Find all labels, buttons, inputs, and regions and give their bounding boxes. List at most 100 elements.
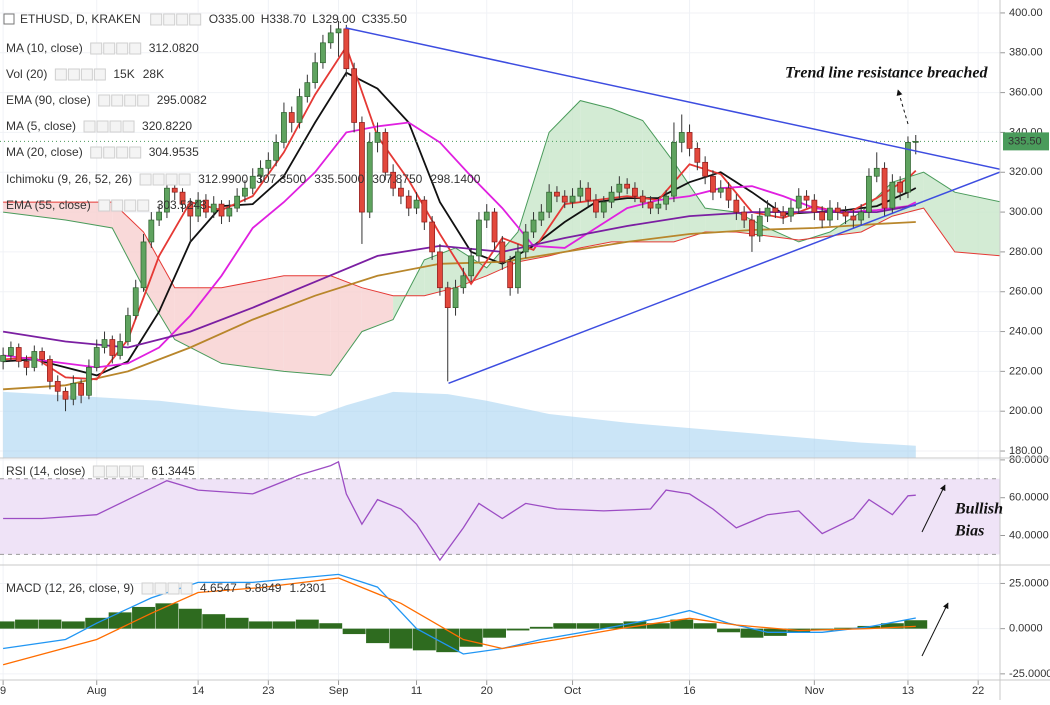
- candle-body: [444, 287, 451, 309]
- y-tick-label: 280.00: [1009, 246, 1043, 258]
- macd-histogram-bar: [880, 623, 904, 629]
- legend-name: Vol (20): [6, 67, 47, 81]
- legend-icon: [109, 120, 122, 133]
- macd-pane: [0, 573, 928, 666]
- candle-body: [351, 68, 358, 123]
- cloud-segment: [580, 100, 612, 248]
- candle-body: [327, 32, 334, 44]
- candle-body: [593, 199, 599, 213]
- legend-name: Ichimoku (9, 26, 52, 26): [6, 172, 132, 186]
- legend-icon: [80, 68, 93, 81]
- candle-body: [242, 187, 248, 197]
- cloud-segment: [174, 287, 222, 364]
- macd-histogram-bar: [249, 621, 272, 629]
- legend-icon: [93, 68, 106, 81]
- candle-body: [359, 122, 365, 213]
- candle-body: [8, 347, 14, 356]
- cloud-segment: [954, 192, 1000, 256]
- candle-body: [203, 199, 209, 213]
- axes: 180.00 200.00 220.00 240.00 260.00 280.00 300.…: [0, 7, 1050, 697]
- macd-histogram-bar: [436, 628, 460, 653]
- candle-body: [70, 382, 77, 400]
- candle-body: [710, 175, 716, 193]
- chart-title: ETHUSD, D, KRAKEN: [20, 12, 141, 26]
- y-tick-label: 220.00: [1009, 365, 1043, 377]
- candle-body: [62, 390, 69, 400]
- candle-body: [23, 361, 30, 368]
- legend-icon: [90, 42, 103, 55]
- candle-body: [78, 382, 85, 396]
- ohlc-readout: H338.70: [261, 12, 307, 26]
- candle-body: [109, 339, 116, 356]
- legend-name: EMA (90, close): [6, 93, 91, 107]
- candle-body: [171, 187, 178, 193]
- candle-body: [117, 341, 124, 356]
- legend-icon: [122, 120, 135, 133]
- candle-body: [694, 148, 701, 163]
- macd-histogram-bar: [600, 623, 623, 629]
- legend-value: 295.0082: [157, 93, 207, 107]
- candle-body: [569, 195, 576, 203]
- candle-body: [273, 142, 280, 161]
- candle-body: [140, 241, 147, 289]
- legend-icon: [137, 199, 150, 212]
- x-tick-label: 23: [262, 685, 274, 697]
- candle-body: [452, 287, 459, 309]
- legend-icon: [189, 13, 202, 26]
- legend-value: 61.3445: [151, 464, 195, 478]
- candle-body: [585, 187, 592, 201]
- candle-body: [624, 183, 631, 189]
- legend-icon: [98, 94, 111, 107]
- cloud-segment: [330, 275, 362, 376]
- candle-body: [429, 221, 436, 253]
- candle-body: [663, 195, 670, 205]
- candle-body: [811, 199, 818, 213]
- y-tick-label: 200.00: [1009, 405, 1043, 417]
- macd-histogram-bar: [61, 621, 85, 629]
- candle-body: [460, 275, 467, 289]
- legend-icon: [116, 42, 129, 55]
- legend-icon: [131, 465, 144, 478]
- candle-body: [554, 191, 560, 197]
- candle-body: [608, 191, 615, 203]
- legend-value: 312.9900: [198, 172, 248, 186]
- legend-icon: [139, 173, 152, 186]
- legend-icon: [54, 68, 67, 81]
- collapse-icon: [3, 13, 15, 25]
- candle-body: [905, 142, 911, 193]
- macd-histogram-bar: [459, 628, 483, 647]
- macd-histogram-bar: [553, 623, 577, 629]
- legend-value: 304.9535: [149, 145, 199, 159]
- y-tick-label: 180.00: [1009, 445, 1043, 457]
- legend-icon: [129, 42, 142, 55]
- x-tick-label: Aug: [87, 685, 107, 697]
- ohlc-readout: O335.00: [209, 12, 255, 26]
- candle-body: [398, 187, 404, 197]
- candle-body: [0, 355, 7, 362]
- candle-body: [374, 132, 381, 143]
- legend-icon: [116, 146, 129, 159]
- cloud-segment: [283, 275, 331, 376]
- cloud-segment: [143, 232, 175, 340]
- y-tick-label: 360.00: [1009, 87, 1043, 99]
- x-tick-label: 14: [192, 685, 204, 697]
- candle-body: [873, 167, 880, 177]
- legend-value: 1.2301: [289, 581, 326, 595]
- signal-line: [2, 577, 916, 666]
- candle-body: [421, 199, 428, 223]
- macd-histogram-bar: [38, 619, 62, 629]
- macd-histogram-bar: [483, 628, 506, 638]
- cloud-span-a: [3, 100, 1000, 376]
- legend-icon: [167, 582, 180, 595]
- rsi-line: [3, 460, 916, 562]
- legend-value: 5.8849: [245, 581, 282, 595]
- candle-body: [897, 181, 904, 193]
- candle-body: [54, 380, 61, 392]
- candle-body: [647, 201, 654, 209]
- candle-body: [788, 207, 794, 217]
- legend-value: 28K: [143, 67, 164, 81]
- macd-histogram-bar: [295, 619, 319, 629]
- legend-icon: [83, 120, 96, 133]
- candle-body: [717, 187, 724, 193]
- macd-histogram-bar: [670, 619, 694, 629]
